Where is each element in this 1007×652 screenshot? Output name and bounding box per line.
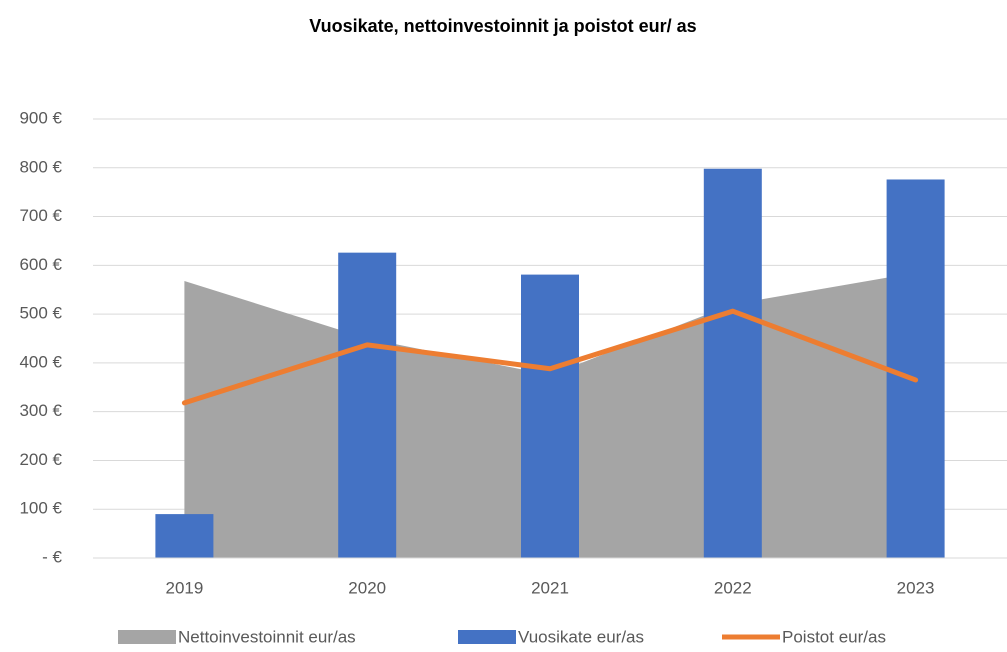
bar [886, 179, 945, 559]
chart-title: Vuosikate, nettoinvestoinnit ja poistot … [309, 16, 696, 36]
bar [521, 274, 579, 558]
y-tick-label: 200 € [19, 450, 62, 469]
x-tick-label: 2022 [714, 578, 752, 597]
x-tick-label: 2023 [897, 578, 935, 597]
x-tick-label: 2020 [348, 578, 386, 597]
y-tick-label: 900 € [19, 108, 62, 127]
y-tick-label: 800 € [19, 157, 62, 176]
y-tick-label: 600 € [19, 255, 62, 274]
y-tick-label: 300 € [19, 401, 62, 420]
x-tick-label: 2021 [531, 578, 569, 597]
x-tick-label: 2019 [165, 578, 203, 597]
bar [703, 168, 762, 558]
y-tick-label: - € [42, 547, 62, 566]
y-tick-label: 100 € [19, 499, 62, 518]
y-tick-label: 700 € [19, 206, 62, 225]
legend-label: Vuosikate eur/as [518, 627, 644, 646]
y-tick-label: 500 € [19, 304, 62, 323]
legend-swatch [118, 630, 176, 644]
line [181, 308, 919, 406]
legend-label: Poistot eur/as [782, 627, 886, 646]
legend-label: Nettoinvestoinnit eur/as [178, 627, 356, 646]
y-tick-label: 400 € [19, 352, 62, 371]
legend-swatch [458, 630, 516, 644]
bar [155, 514, 214, 558]
bar [338, 252, 397, 558]
